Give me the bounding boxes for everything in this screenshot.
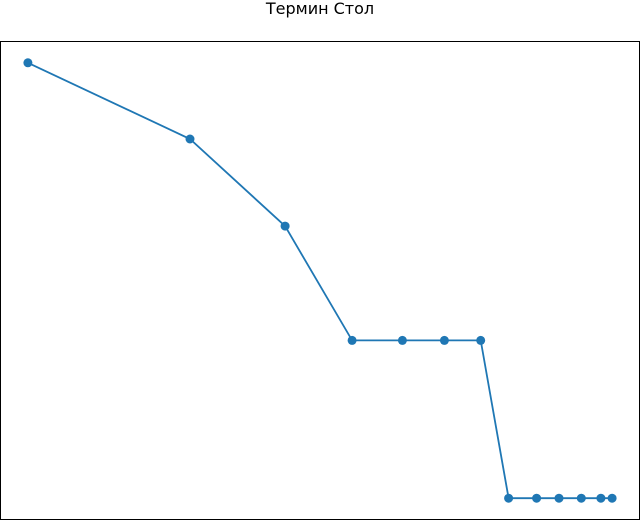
data-point-0-12 xyxy=(607,493,617,503)
data-point-0-0 xyxy=(23,58,33,68)
data-point-0-9 xyxy=(554,493,564,503)
data-point-0-1 xyxy=(185,134,195,144)
data-point-0-4 xyxy=(397,335,407,345)
data-point-0-2 xyxy=(280,221,290,231)
chart-title: Термин Стол xyxy=(265,0,375,18)
data-point-0-7 xyxy=(504,493,514,503)
data-point-0-6 xyxy=(476,335,486,345)
data-point-0-5 xyxy=(439,335,449,345)
plot-area-frame xyxy=(0,41,640,520)
data-point-0-3 xyxy=(347,335,357,345)
data-point-0-10 xyxy=(576,493,586,503)
data-point-0-8 xyxy=(532,493,542,503)
data-point-0-11 xyxy=(596,493,606,503)
series-layer xyxy=(23,58,617,503)
